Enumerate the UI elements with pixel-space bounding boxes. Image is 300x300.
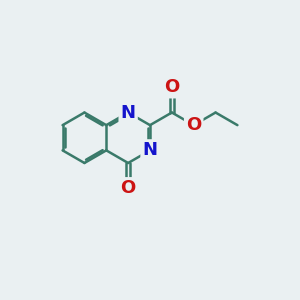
Text: N: N — [142, 141, 158, 159]
Text: O: O — [164, 78, 179, 96]
Text: O: O — [186, 116, 201, 134]
Text: O: O — [121, 179, 136, 197]
Text: N: N — [121, 103, 136, 122]
